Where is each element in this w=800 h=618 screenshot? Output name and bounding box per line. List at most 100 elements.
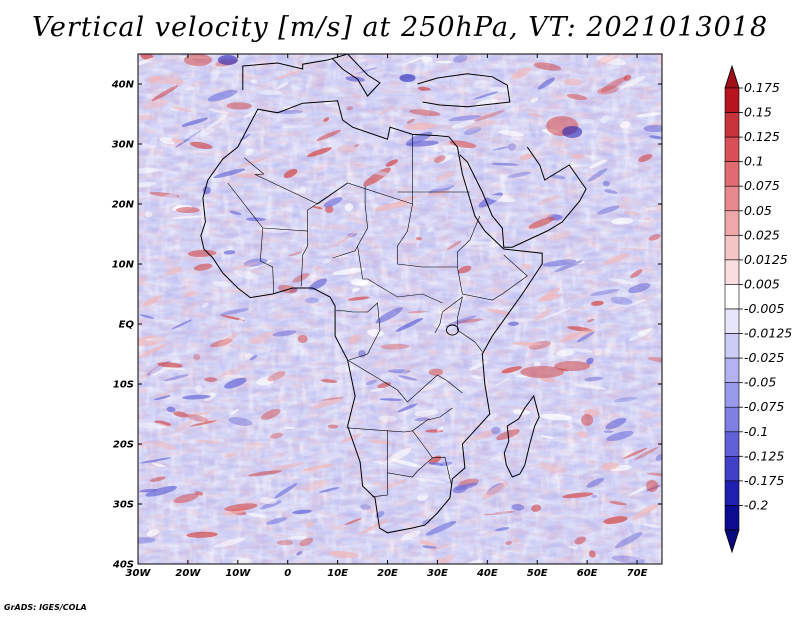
field-streak bbox=[607, 301, 632, 310]
field-streak bbox=[154, 420, 172, 426]
field-streak bbox=[275, 81, 289, 90]
field-streak bbox=[560, 333, 577, 343]
field-streak bbox=[487, 195, 516, 203]
field-streak bbox=[401, 364, 417, 374]
descent-spot bbox=[217, 55, 238, 65]
field-streak bbox=[222, 368, 241, 377]
field-streak bbox=[540, 435, 554, 439]
field-streak bbox=[249, 259, 273, 270]
field-streak bbox=[301, 479, 328, 492]
field-streak bbox=[320, 386, 349, 396]
ascent-spot bbox=[520, 366, 565, 378]
field-streak bbox=[256, 377, 274, 386]
field-streak bbox=[521, 263, 532, 270]
colorbar-label: 0.125 bbox=[744, 129, 780, 144]
field-streak bbox=[401, 489, 435, 498]
field-streak bbox=[476, 505, 497, 515]
field-streak bbox=[498, 117, 509, 121]
field-streak bbox=[507, 401, 528, 407]
lon-tick-label: 40E bbox=[476, 568, 498, 579]
field-streak bbox=[647, 357, 662, 363]
field-streak bbox=[358, 349, 367, 358]
field-streak bbox=[348, 306, 372, 314]
field-streak bbox=[589, 288, 620, 296]
field-streak bbox=[578, 162, 591, 171]
field-streak bbox=[536, 462, 568, 473]
field-streak bbox=[213, 537, 246, 548]
field-streak bbox=[243, 110, 262, 118]
field-streak bbox=[207, 89, 238, 102]
field-streak bbox=[421, 90, 439, 96]
field-streak bbox=[648, 233, 661, 241]
colorbar-label: -0.025 bbox=[744, 350, 784, 365]
field-streak bbox=[220, 306, 228, 315]
field-streak bbox=[276, 540, 294, 546]
field-streak bbox=[244, 148, 254, 156]
field-streak bbox=[508, 143, 517, 151]
field-streak bbox=[551, 140, 570, 149]
border-line bbox=[357, 245, 443, 304]
colorbar-swatch bbox=[724, 357, 740, 384]
field-streak bbox=[449, 140, 477, 149]
field-streak bbox=[505, 541, 512, 545]
colorbar: 0.175 0.15 0.125 0.1 0.075 0.05 0.025 0.0125 0.0… bbox=[724, 64, 792, 554]
field-streak bbox=[473, 110, 505, 122]
colorbar-swatch bbox=[724, 505, 740, 531]
field-streak bbox=[409, 109, 441, 117]
field-streak bbox=[151, 85, 179, 102]
field-streak bbox=[511, 164, 533, 174]
colorbar-swatch bbox=[724, 210, 740, 236]
field-streak bbox=[212, 281, 233, 288]
field-streak bbox=[220, 314, 245, 321]
field-streak bbox=[320, 397, 344, 401]
field-streak bbox=[539, 413, 573, 421]
field-streak bbox=[603, 430, 614, 433]
field-streak bbox=[501, 366, 522, 374]
field-streak bbox=[428, 211, 457, 217]
field-streak bbox=[434, 155, 446, 163]
field-streak bbox=[138, 114, 156, 121]
field-streak bbox=[347, 296, 370, 301]
border-line bbox=[332, 186, 368, 259]
field-streak bbox=[158, 447, 165, 455]
field-streak bbox=[636, 112, 662, 118]
field-streak bbox=[507, 171, 531, 178]
field-streak bbox=[591, 300, 604, 306]
field-streak bbox=[249, 331, 274, 345]
field-streak bbox=[304, 297, 319, 304]
field-streak bbox=[480, 444, 512, 454]
field-streak bbox=[638, 153, 653, 163]
field-streak bbox=[634, 446, 659, 461]
field-streak bbox=[327, 424, 339, 429]
field-streak bbox=[452, 485, 467, 494]
field-streak bbox=[229, 210, 242, 215]
field-streak bbox=[138, 57, 155, 69]
border-line bbox=[397, 203, 481, 268]
field-streak bbox=[586, 477, 604, 488]
field-streak bbox=[472, 91, 499, 100]
field-streak bbox=[292, 509, 312, 515]
field-streak bbox=[452, 54, 468, 63]
field-streak bbox=[491, 162, 519, 166]
field-streak bbox=[628, 283, 651, 294]
field-streak bbox=[266, 517, 288, 525]
field-streak bbox=[541, 212, 554, 220]
field-streak bbox=[596, 86, 619, 95]
field-streak bbox=[433, 148, 443, 152]
colorbar-swatch bbox=[724, 308, 740, 334]
border-line bbox=[387, 457, 433, 478]
field-streak bbox=[256, 550, 265, 554]
field-streak bbox=[588, 159, 608, 169]
field-streak bbox=[171, 215, 205, 219]
colorbar-swatch bbox=[724, 112, 740, 138]
field-streak bbox=[563, 78, 583, 86]
lat-tick-label: 30N bbox=[112, 140, 135, 151]
field-streak bbox=[151, 329, 162, 336]
field-streak bbox=[502, 357, 510, 362]
field-streak bbox=[304, 454, 333, 462]
field-streak bbox=[554, 260, 583, 273]
field-streak bbox=[451, 120, 476, 129]
field-streak bbox=[549, 174, 566, 180]
field-streak bbox=[358, 519, 389, 535]
field-streak bbox=[167, 473, 178, 483]
